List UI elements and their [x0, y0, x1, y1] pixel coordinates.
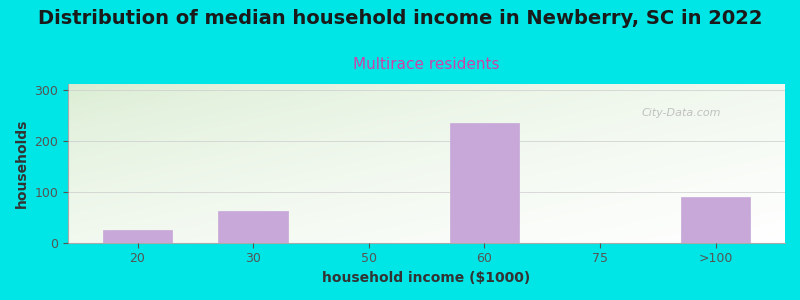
Bar [450, 123, 519, 243]
Text: City-Data.com: City-Data.com [642, 108, 721, 118]
X-axis label: household income ($1000): household income ($1000) [322, 271, 530, 285]
Bar [681, 197, 750, 243]
Text: Multirace residents: Multirace residents [354, 57, 500, 72]
Y-axis label: households: households [15, 119, 29, 208]
Text: Distribution of median household income in Newberry, SC in 2022: Distribution of median household income … [38, 9, 762, 28]
Bar [103, 230, 172, 243]
Bar [218, 211, 288, 243]
